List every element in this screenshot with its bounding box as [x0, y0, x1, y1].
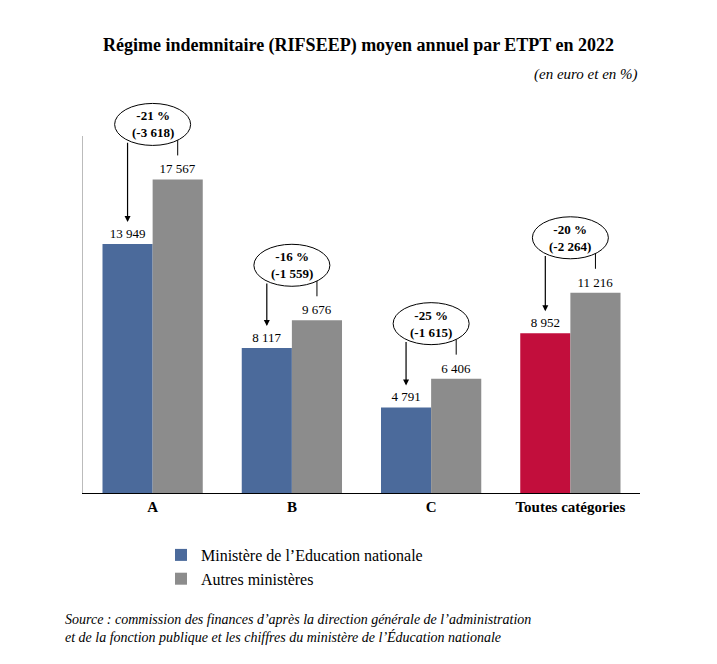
- svg-text:17 567: 17 567: [160, 161, 196, 176]
- svg-text:Ministère de l’Education natio: Ministère de l’Education nationale: [201, 547, 423, 564]
- svg-text:-25 %(-1 615): -25 %(-1 615): [410, 308, 452, 340]
- svg-text:11 216: 11 216: [578, 275, 614, 290]
- svg-text:-16 %(-1 559): -16 %(-1 559): [271, 249, 313, 281]
- svg-text:Autres ministères: Autres ministères: [201, 571, 313, 588]
- svg-text:4 791: 4 791: [391, 389, 420, 404]
- svg-text:A: A: [147, 499, 158, 515]
- svg-text:8 952: 8 952: [531, 315, 560, 330]
- svg-text:(en euro et en %): (en euro et en %): [534, 66, 638, 83]
- svg-text:C: C: [426, 499, 437, 515]
- svg-text:Source : commission des financ: Source : commission des finances d’après…: [65, 612, 531, 645]
- svg-text:Toutes catégories: Toutes catégories: [515, 499, 625, 515]
- svg-text:Régime indemnitaire (RIFSEEP): Régime indemnitaire (RIFSEEP) moyen annu…: [103, 35, 614, 56]
- svg-text:8 117: 8 117: [252, 330, 281, 345]
- svg-text:6 406: 6 406: [441, 361, 471, 376]
- svg-text:B: B: [287, 499, 297, 515]
- svg-text:-21 %(-3 618): -21 %(-3 618): [132, 108, 174, 140]
- svg-text:9 676: 9 676: [302, 302, 332, 317]
- svg-text:13 949: 13 949: [110, 226, 146, 241]
- svg-text:-20 %(-2 264): -20 %(-2 264): [549, 222, 591, 254]
